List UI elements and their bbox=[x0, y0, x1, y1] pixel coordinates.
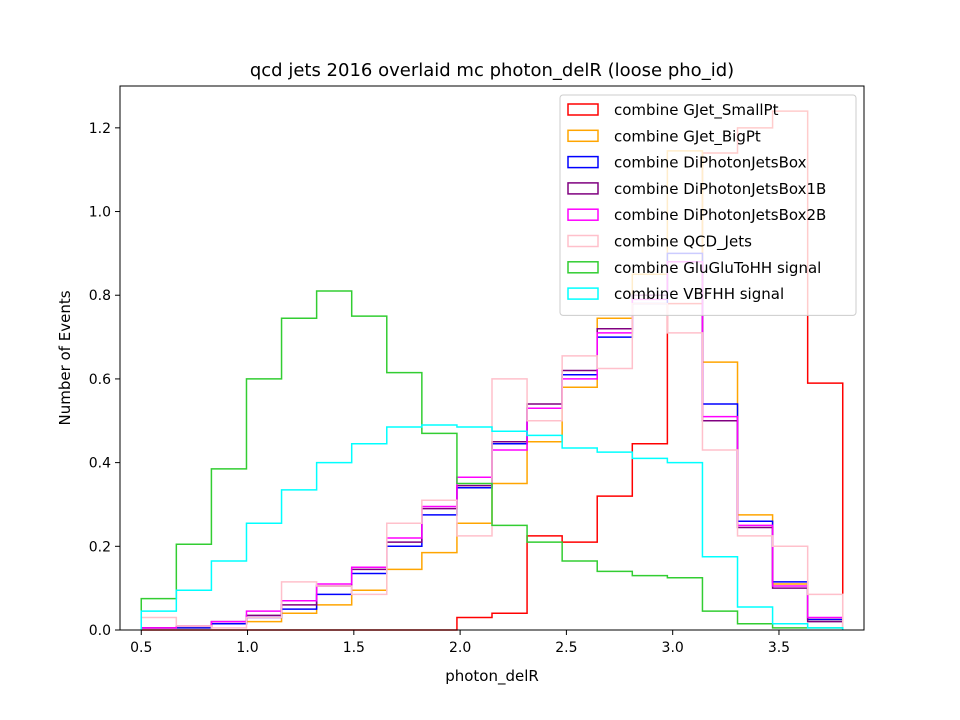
y-tick-label: 0.8 bbox=[89, 288, 111, 304]
y-axis-label: Number of Events bbox=[56, 290, 74, 425]
legend-swatch-3 bbox=[567, 182, 599, 195]
x-tick-label: 0.5 bbox=[130, 640, 152, 656]
legend-label-5: combine QCD_Jets bbox=[614, 233, 752, 252]
x-tick-label: 2.0 bbox=[449, 640, 471, 656]
y-axis-ticks: 0.0 0.2 0.4 0.6 0.8 1.0 1.2 bbox=[89, 121, 120, 639]
y-tick-label: 0.4 bbox=[89, 456, 111, 472]
chart-title: qcd jets 2016 overlaid mc photon_delR (l… bbox=[250, 60, 734, 81]
x-axis-label: photon_delR bbox=[445, 667, 539, 686]
legend-swatch-6 bbox=[567, 261, 599, 274]
y-tick-label: 0.2 bbox=[89, 539, 111, 555]
legend-label-3: combine DiPhotonJetsBox1B bbox=[614, 180, 826, 198]
series-line-5 bbox=[140, 302, 844, 630]
legend-label-6: combine GluGluToHH signal bbox=[614, 259, 821, 277]
legend-label-7: combine VBFHH signal bbox=[614, 285, 784, 303]
legend-label-0: combine GJet_SmallPt bbox=[614, 101, 779, 120]
legend-swatch-5 bbox=[567, 234, 599, 248]
x-tick-label: 3.5 bbox=[768, 640, 790, 656]
x-tick-label: 1.5 bbox=[343, 640, 365, 656]
x-tick-label: 3.0 bbox=[662, 640, 684, 656]
legend-box bbox=[559, 94, 857, 316]
series-line-7 bbox=[140, 424, 844, 630]
x-tick-label: 2.5 bbox=[555, 640, 577, 656]
series-line-6 bbox=[140, 290, 844, 630]
legend-label-1: combine GJet_BigPt bbox=[614, 127, 761, 146]
legend-swatch-4 bbox=[567, 208, 599, 221]
y-tick-label: 0.6 bbox=[89, 372, 111, 388]
y-tick-label: 0.0 bbox=[89, 623, 111, 639]
series-layer bbox=[140, 110, 844, 631]
legend-label-4: combine DiPhotonJetsBox2B bbox=[614, 206, 826, 224]
plot-frame bbox=[119, 85, 865, 631]
legend-swatch-1 bbox=[567, 129, 599, 143]
legend-label-2: combine DiPhotonJetsBox bbox=[614, 154, 807, 172]
y-tick-label: 1.2 bbox=[89, 121, 111, 137]
legend-swatch-0 bbox=[567, 103, 599, 116]
legend-swatch-7 bbox=[567, 287, 599, 300]
x-tick-label: 1.0 bbox=[236, 640, 258, 656]
x-axis-ticks: 0.5 1.0 1.5 2.0 2.5 3.0 3.5 bbox=[130, 630, 790, 656]
y-tick-label: 1.0 bbox=[89, 205, 111, 221]
legend-swatch-2 bbox=[567, 155, 599, 169]
